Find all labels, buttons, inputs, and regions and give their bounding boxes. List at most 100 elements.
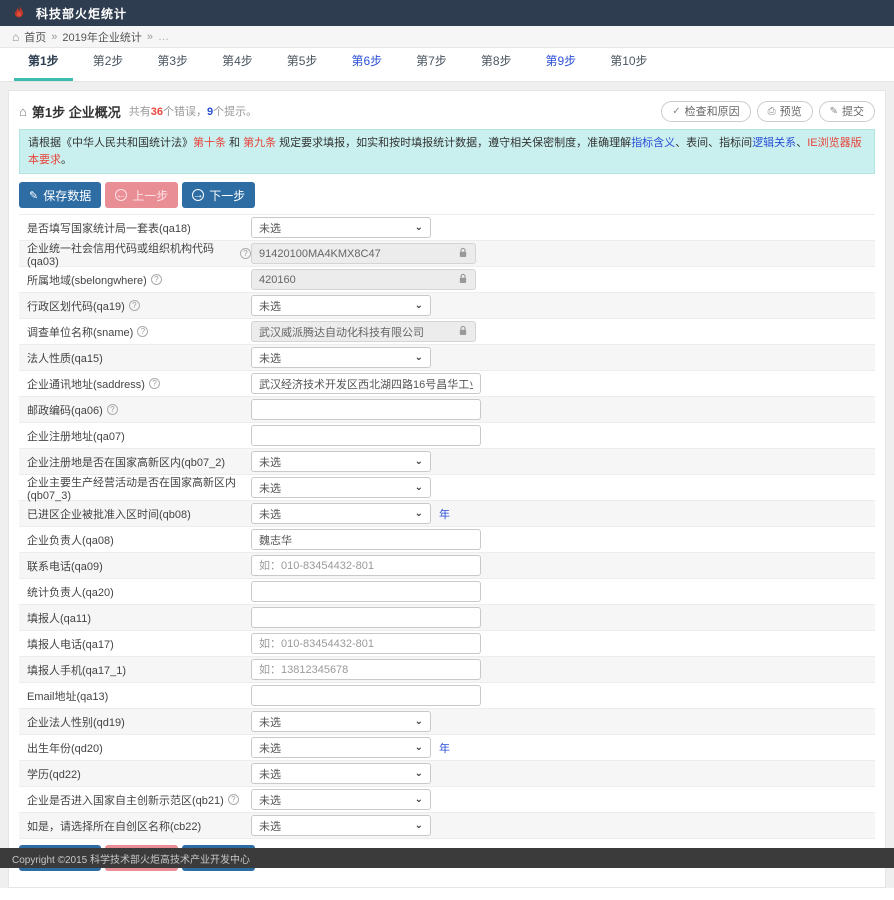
help-icon[interactable]: ? (227, 794, 239, 805)
field-control: 未选 ⌄ (251, 737, 431, 758)
next-step-button[interactable]: → 下一步 (182, 182, 256, 208)
field-control: 未选 ⌄ (251, 711, 431, 732)
field-control (251, 685, 481, 706)
lock-icon (458, 325, 468, 339)
field-control (251, 529, 481, 550)
tab-step-1[interactable]: 第1步 (14, 44, 73, 81)
help-icon[interactable]: ? (106, 404, 118, 415)
form-row: 调查单位名称(sname)? 武汉威派腾达自动化科技有限公司 (19, 319, 875, 345)
field-label: 企业主要生产经营活动是否在国家高新区内(qb07_3) (27, 474, 251, 502)
prev-step-icon: ← (115, 188, 128, 201)
readonly-field: 武汉威派腾达自动化科技有限公司 (251, 321, 476, 342)
tab-step-6[interactable]: 第6步 (351, 54, 383, 68)
save-icon: ✎ (29, 189, 39, 202)
section-title: ⌂ 第1步 企业概况 (19, 103, 121, 120)
select-field[interactable]: 未选 ⌄ (251, 347, 431, 368)
prev-step-button[interactable]: ← 上一步 (105, 182, 179, 208)
form-row: 是否填写国家统计局一套表(qa18) 未选 ⌄ (19, 215, 875, 241)
field-label: 出生年份(qd20) (27, 740, 251, 756)
field-label-text: 企业统一社会信用代码或组织机构代码(qa03) (27, 242, 214, 268)
section-home-icon: ⌂ (19, 103, 27, 119)
text-input[interactable] (251, 399, 481, 420)
field-control (251, 399, 481, 420)
select-value: 未选 (259, 222, 281, 235)
text-input[interactable] (251, 529, 481, 550)
chevron-down-icon: ⌄ (414, 222, 423, 233)
form-row: 统计负责人(qa20) (19, 579, 875, 605)
breadcrumb-item-current: … (157, 30, 169, 43)
select-field[interactable]: 未选 ⌄ (251, 503, 431, 524)
field-label: 联系电话(qa09) (27, 558, 251, 574)
help-icon[interactable]: ? (150, 274, 162, 285)
select-field[interactable]: 未选 ⌄ (251, 737, 431, 758)
save-button[interactable]: ✎ 保存数据 (19, 182, 102, 208)
notice-bar: 请根据《中华人民共和国统计法》第十条 和 第九条 规定要求填报，如实和按时填报统… (19, 129, 875, 174)
field-label: 企业统一社会信用代码或组织机构代码(qa03)? (27, 240, 251, 268)
select-value: 未选 (259, 352, 281, 365)
field-control: 未选 ⌄ (251, 347, 431, 368)
select-field[interactable]: 未选 ⌄ (251, 217, 431, 238)
field-control: 未选 ⌄ (251, 295, 431, 316)
year-suffix-label: 年 (439, 742, 450, 755)
select-field[interactable]: 未选 ⌄ (251, 789, 431, 810)
select-value: 未选 (259, 742, 281, 755)
app-header: 科技部火炬统计 (0, 0, 894, 26)
form-row: 企业是否进入国家自主创新示范区(qb21)? 未选 ⌄ (19, 787, 875, 813)
tab-step-10[interactable]: 第10步 (610, 54, 648, 68)
field-label-text: 出生年份(qd20) (27, 742, 103, 755)
readonly-field: 420160 (251, 269, 476, 290)
copyright-text: Copyright ©2015 科学技术部火炬高技术产业开发中心 (12, 854, 250, 866)
tab-step-9[interactable]: 第9步 (545, 54, 577, 68)
chevron-down-icon: ⌄ (414, 508, 423, 519)
text-input[interactable] (251, 659, 481, 680)
page-background: ⌂ 第1步 企业概况 共有36个错误，9个提示。 ✓ 检查和原因 ⎙ 预览 ✎ 提交 请根… (0, 82, 894, 888)
notice-segment: 请根据《中华人民共和国统计法》 (28, 137, 193, 149)
help-icon[interactable]: ? (137, 326, 149, 337)
form-row: 已进区企业被批准入区时间(qb08) 未选 ⌄ 年 (19, 501, 875, 527)
help-icon[interactable]: ? (240, 248, 251, 259)
select-field[interactable]: 未选 ⌄ (251, 451, 431, 472)
select-field[interactable]: 未选 ⌄ (251, 763, 431, 784)
select-field[interactable]: 未选 ⌄ (251, 295, 431, 316)
field-control: 420160 (251, 269, 476, 290)
text-input[interactable] (251, 555, 481, 576)
text-input[interactable] (251, 685, 481, 706)
action-submit[interactable]: ✎ 提交 (818, 100, 875, 122)
select-field[interactable]: 未选 ⌄ (251, 815, 431, 836)
section-stats: 共有36个错误，9个提示。 (128, 106, 258, 118)
submit-icon: ✎ (829, 105, 838, 117)
text-input[interactable] (251, 581, 481, 602)
text-input[interactable] (251, 633, 481, 654)
breadcrumb-home[interactable]: 首页 (24, 31, 47, 44)
chevron-down-icon: ⌄ (414, 300, 423, 311)
tab-step-8[interactable]: 第8步 (480, 54, 512, 68)
field-label-text: 调查单位名称(sname) (27, 326, 134, 339)
help-icon[interactable]: ? (128, 300, 140, 311)
select-field[interactable]: 未选 ⌄ (251, 477, 431, 498)
text-input[interactable] (251, 425, 481, 446)
action-preview[interactable]: ⎙ 预览 (756, 100, 813, 122)
text-input[interactable] (251, 607, 481, 628)
tab-step-3[interactable]: 第3步 (157, 54, 189, 68)
tab-step-4[interactable]: 第4步 (222, 54, 253, 68)
tab-step-2[interactable]: 第2步 (92, 54, 124, 68)
select-field[interactable]: 未选 ⌄ (251, 711, 431, 732)
help-icon[interactable]: ? (148, 378, 160, 389)
breadcrumb-item-year[interactable]: 2019年企业统计 (62, 31, 142, 44)
field-control: 未选 ⌄ (251, 451, 431, 472)
button-label: 下一步 (209, 188, 246, 203)
preview-icon: ⎙ (767, 105, 776, 117)
field-label-text: 企业注册地址(qa07) (27, 430, 125, 443)
tab-step-7[interactable]: 第7步 (416, 54, 447, 68)
field-label-text: 企业主要生产经营活动是否在国家高新区内(qb07_3) (27, 476, 236, 502)
notice-segment: 第十条 (193, 137, 226, 149)
breadcrumb: ⌂ 首页 » 2019年企业统计 » … (0, 26, 894, 48)
form-row: 填报人手机(qa17_1) (19, 657, 875, 683)
form-toolbar: ✎ 保存数据 ← 上一步 → 下一步 (19, 182, 875, 208)
field-label: 邮政编码(qa06)? (27, 402, 251, 418)
form-row: 企业主要生产经营活动是否在国家高新区内(qb07_3) 未选 ⌄ (19, 474, 875, 502)
text-input[interactable] (251, 373, 481, 394)
tab-step-5[interactable]: 第5步 (286, 54, 318, 68)
field-label: 企业负责人(qa08) (27, 532, 251, 548)
action-check-circle[interactable]: ✓ 检查和原因 (661, 100, 751, 122)
